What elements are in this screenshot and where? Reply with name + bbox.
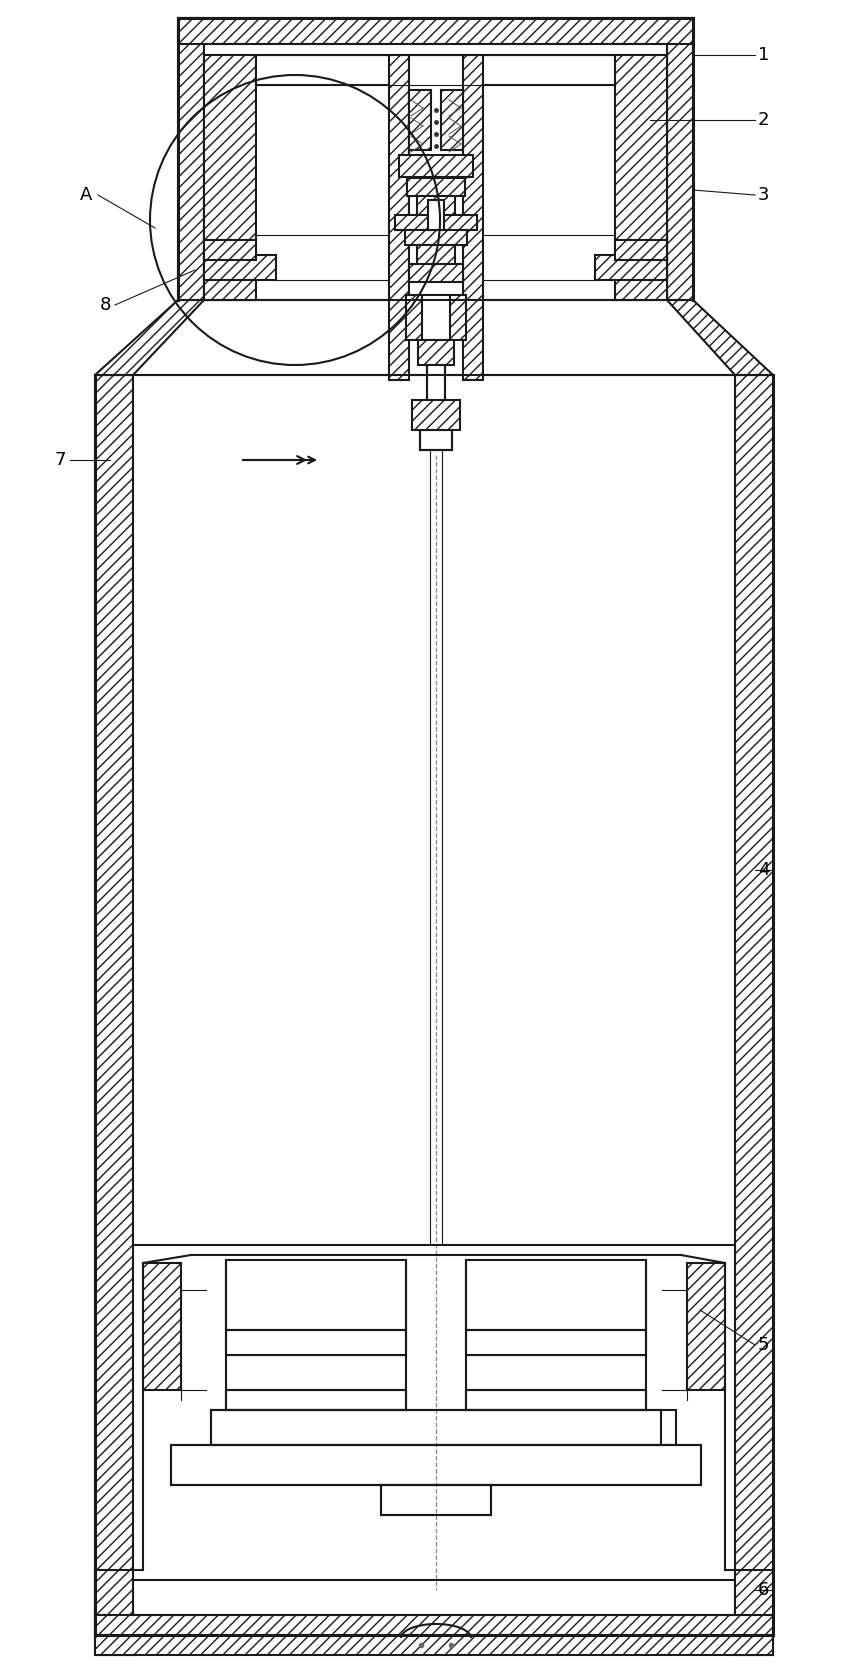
Polygon shape bbox=[95, 299, 204, 375]
Bar bbox=[226, 1390, 406, 1410]
Bar bbox=[422, 294, 450, 340]
Text: 6: 6 bbox=[758, 1581, 769, 1599]
Bar bbox=[417, 196, 455, 216]
Bar bbox=[427, 365, 445, 410]
Bar bbox=[687, 1263, 725, 1390]
Polygon shape bbox=[667, 299, 773, 375]
Text: 5: 5 bbox=[758, 1337, 770, 1353]
Bar bbox=[417, 244, 455, 264]
Bar bbox=[615, 239, 667, 259]
Bar bbox=[204, 43, 667, 299]
Bar bbox=[466, 1390, 646, 1410]
Bar bbox=[256, 55, 615, 85]
Bar bbox=[466, 1260, 646, 1330]
Bar bbox=[226, 1260, 406, 1330]
Bar bbox=[667, 18, 693, 299]
Bar bbox=[409, 90, 431, 151]
Bar bbox=[143, 1263, 181, 1390]
Bar bbox=[95, 1614, 773, 1655]
Bar bbox=[389, 55, 409, 380]
Bar bbox=[178, 18, 204, 299]
Text: 8: 8 bbox=[100, 296, 111, 315]
Bar bbox=[595, 254, 667, 279]
Bar bbox=[204, 239, 256, 259]
Bar bbox=[735, 1569, 773, 1655]
Bar bbox=[407, 177, 465, 196]
Bar bbox=[409, 55, 463, 299]
Bar bbox=[178, 18, 693, 43]
Bar bbox=[95, 375, 133, 1635]
Text: 7: 7 bbox=[55, 452, 67, 468]
Bar bbox=[95, 1569, 133, 1655]
Bar bbox=[466, 1330, 646, 1355]
Bar bbox=[406, 294, 466, 340]
Bar bbox=[211, 1410, 676, 1445]
Bar bbox=[428, 201, 444, 229]
Text: 1: 1 bbox=[758, 45, 769, 64]
Bar bbox=[133, 375, 735, 1635]
Bar bbox=[412, 400, 460, 430]
Bar bbox=[463, 55, 483, 380]
Bar bbox=[420, 430, 452, 450]
Bar bbox=[441, 90, 463, 151]
Text: 2: 2 bbox=[758, 110, 770, 129]
Bar bbox=[395, 216, 477, 229]
Bar bbox=[735, 375, 773, 1635]
Bar bbox=[399, 156, 473, 177]
Bar bbox=[418, 340, 454, 365]
Bar bbox=[615, 55, 667, 299]
Bar bbox=[409, 264, 463, 283]
Bar bbox=[204, 55, 256, 299]
Bar bbox=[405, 229, 467, 244]
Bar bbox=[226, 1330, 406, 1355]
Bar bbox=[381, 1486, 491, 1516]
Bar bbox=[204, 254, 276, 279]
Bar bbox=[171, 1445, 701, 1486]
Text: A: A bbox=[80, 186, 92, 204]
Text: 4: 4 bbox=[758, 862, 770, 878]
Text: 3: 3 bbox=[758, 186, 770, 204]
